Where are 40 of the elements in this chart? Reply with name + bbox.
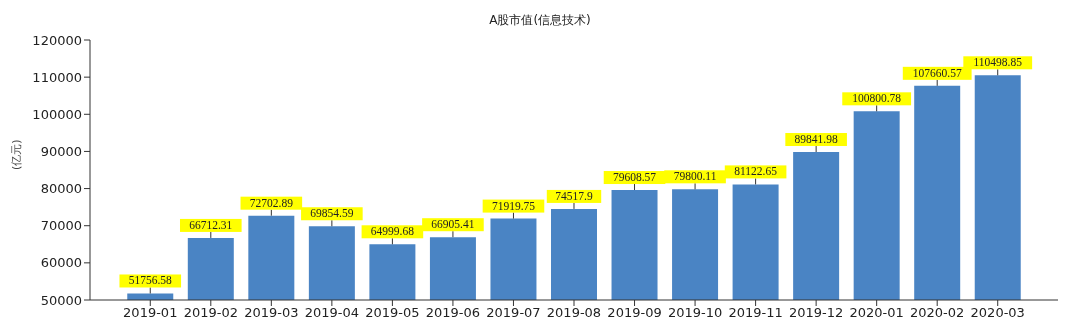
x-tick-label: 2020-02 — [910, 305, 965, 321]
x-tick-label: 2019-05 — [365, 305, 420, 321]
x-tick-label: 2019-01 — [123, 305, 178, 321]
y-axis-title: (亿元) — [9, 139, 23, 170]
data-label: 66905.41 — [431, 218, 475, 231]
data-label: 107660.57 — [912, 66, 962, 79]
chart-title: A股市值(信息技术) — [488, 12, 592, 29]
data-label: 79608.57 — [612, 171, 657, 184]
x-tick-label: 2019-08 — [546, 305, 602, 321]
y-tick-label: 100000 — [32, 106, 82, 122]
x-tick-label: 2019-11 — [728, 305, 783, 321]
data-label: 71919.75 — [491, 199, 536, 212]
data-label: 79800.11 — [673, 170, 717, 183]
x-tick-label: 2019-04 — [304, 305, 360, 321]
x-tick-label: 2019-09 — [607, 305, 662, 321]
x-tick-label: 2020-01 — [849, 305, 904, 321]
data-label: 100800.78 — [852, 92, 902, 105]
x-tick-label: 2019-03 — [244, 305, 299, 321]
y-tick-label: 70000 — [40, 218, 82, 234]
x-tick-label: 2019-06 — [425, 305, 481, 321]
data-label: 66712.31 — [189, 218, 233, 231]
x-tick-label: 2019-07 — [486, 305, 541, 321]
data-label: 51756.58 — [128, 274, 173, 287]
y-tick-label: 120000 — [32, 32, 82, 48]
y-tick-label: 60000 — [40, 255, 82, 271]
data-label: 81122.65 — [734, 165, 778, 178]
x-tick-label: 2019-02 — [183, 305, 238, 321]
data-label: 69854.59 — [310, 207, 354, 220]
x-tick-label: 2020-03 — [970, 305, 1025, 321]
x-tick-label: 2019-12 — [788, 305, 844, 321]
data-label: 89841.98 — [794, 133, 838, 146]
y-tick-label: 90000 — [40, 144, 82, 160]
data-label: 74517.9 — [555, 189, 593, 202]
y-tick-label: 110000 — [32, 69, 82, 85]
y-tick-label: 50000 — [40, 292, 82, 308]
y-tick-label: 80000 — [40, 181, 82, 197]
data-label: 72702.89 — [249, 196, 294, 209]
x-tick-label: 2019-10 — [667, 305, 723, 321]
data-label: 64999.68 — [370, 225, 415, 238]
data-label: 110498.85 — [973, 56, 1023, 69]
